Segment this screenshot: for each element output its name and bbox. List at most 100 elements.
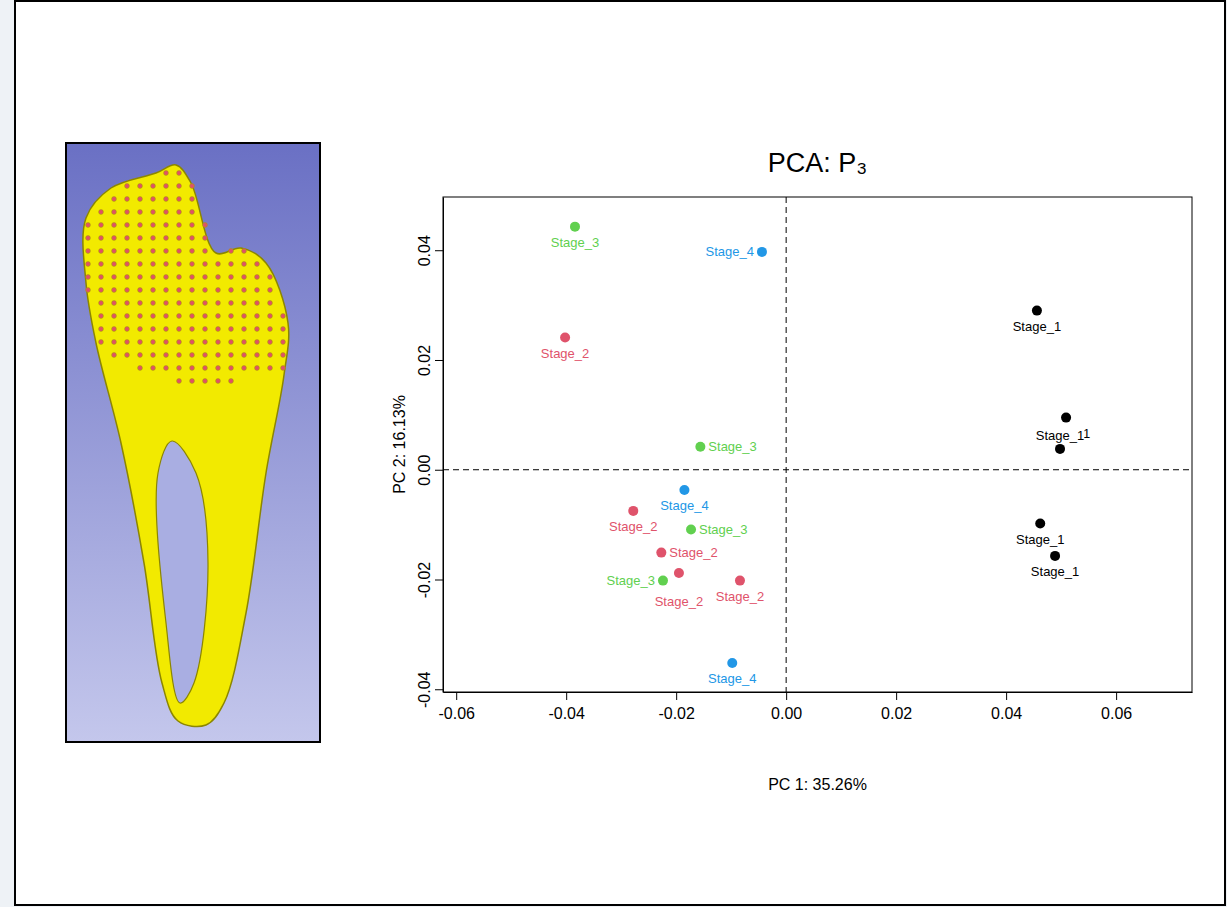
landmark	[281, 327, 286, 332]
landmark	[190, 236, 195, 241]
landmark	[216, 327, 221, 332]
landmark	[177, 288, 182, 293]
point-label: Stage_1	[1031, 564, 1079, 579]
landmark	[164, 353, 169, 358]
landmark	[99, 288, 104, 293]
landmark	[177, 327, 182, 332]
landmark	[138, 366, 143, 371]
landmark	[99, 262, 104, 267]
x-axis: -0.06-0.04-0.020.000.020.040.06	[438, 692, 1192, 722]
landmark	[177, 171, 182, 176]
chart-svg: PCA: P₃-0.06-0.04-0.020.000.020.040.06-0…	[0, 0, 1227, 907]
plot-area	[443, 197, 1192, 692]
landmark	[255, 288, 260, 293]
y-tick: -0.04	[416, 671, 443, 708]
point-label: Stage_2	[716, 589, 764, 604]
landmark	[151, 353, 156, 358]
point	[1032, 306, 1042, 316]
landmark	[229, 249, 234, 254]
y-tick-mark	[435, 470, 443, 471]
y-tick-mark	[435, 360, 443, 361]
y-tick-label: 0.04	[416, 235, 433, 266]
landmark	[177, 366, 182, 371]
landmark	[125, 301, 130, 306]
point-label: Stage_2	[669, 545, 717, 560]
landmark	[190, 210, 195, 215]
x-tick-label: -0.06	[438, 705, 475, 722]
landmark	[138, 301, 143, 306]
landmark	[151, 262, 156, 267]
point-label: Stage_2	[655, 594, 703, 609]
landmark	[138, 184, 143, 189]
landmark	[190, 301, 195, 306]
landmark	[177, 262, 182, 267]
x-tick-mark	[896, 692, 897, 700]
landmark	[216, 301, 221, 306]
landmark	[86, 249, 91, 254]
point	[1055, 444, 1065, 454]
landmark	[138, 275, 143, 280]
landmark	[164, 223, 169, 228]
landmark	[203, 366, 208, 371]
point	[656, 548, 666, 558]
landmark	[125, 314, 130, 319]
landmark	[112, 210, 117, 215]
landmark	[99, 223, 104, 228]
point	[1035, 519, 1045, 529]
landmark	[86, 223, 91, 228]
illustration	[66, 143, 320, 742]
landmark	[190, 379, 195, 384]
landmark	[203, 340, 208, 345]
y-tick-mark	[435, 250, 443, 251]
landmark	[229, 366, 234, 371]
landmark	[112, 249, 117, 254]
landmark	[216, 353, 221, 358]
landmark	[151, 184, 156, 189]
landmark	[125, 210, 130, 215]
point-label: Stage_3	[607, 573, 655, 588]
landmark	[151, 301, 156, 306]
point	[695, 442, 705, 452]
landmark	[190, 366, 195, 371]
landmark	[203, 288, 208, 293]
landmark	[86, 288, 91, 293]
landmark	[242, 366, 247, 371]
landmark	[229, 301, 234, 306]
landmark	[164, 236, 169, 241]
y-tick: -0.02	[416, 562, 443, 599]
point	[727, 658, 737, 668]
landmark	[268, 353, 273, 358]
landmark	[125, 223, 130, 228]
landmark	[164, 327, 169, 332]
point-label: Stage_3	[699, 522, 747, 537]
landmark	[164, 184, 169, 189]
landmark	[138, 249, 143, 254]
landmark	[112, 197, 117, 202]
tooth	[83, 165, 289, 727]
landmark	[112, 262, 117, 267]
landmark	[138, 262, 143, 267]
landmark	[229, 262, 234, 267]
y-tick-mark	[435, 580, 443, 581]
landmark	[190, 288, 195, 293]
label-backdrop	[1036, 428, 1084, 443]
landmark	[151, 275, 156, 280]
landmark	[99, 301, 104, 306]
landmark	[255, 262, 260, 267]
landmark	[99, 327, 104, 332]
landmark	[229, 379, 234, 384]
landmark	[177, 197, 182, 202]
landmark	[112, 353, 117, 358]
landmark	[216, 314, 221, 319]
landmark	[268, 366, 273, 371]
landmark	[229, 288, 234, 293]
point-labels: Stage_1Stage_1Stage_1Stage_1Stage_1Stage…	[541, 235, 1090, 686]
landmark	[190, 262, 195, 267]
point	[1061, 413, 1071, 423]
landmark	[242, 249, 247, 254]
landmark	[203, 327, 208, 332]
landmark	[151, 197, 156, 202]
landmark	[86, 275, 91, 280]
landmark	[99, 236, 104, 241]
x-tick-mark	[676, 692, 677, 700]
